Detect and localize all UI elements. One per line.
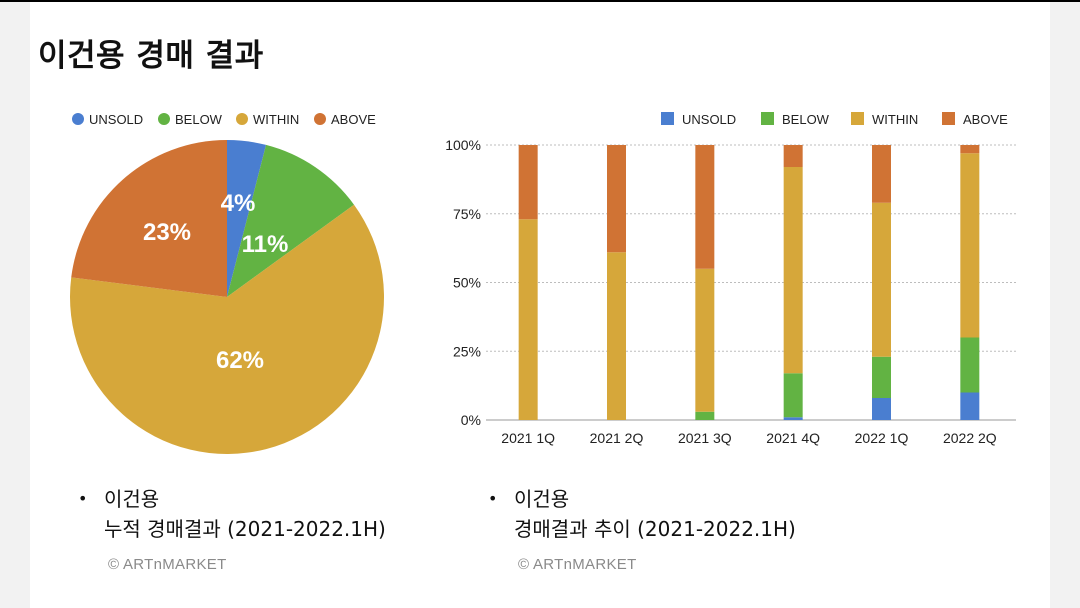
x-tick-label: 2021 3Q <box>678 430 732 446</box>
pie-value-label-within: 62% <box>216 347 264 374</box>
bar-unsold-2022-1q <box>872 398 891 420</box>
bar-legend-marker-within <box>851 112 864 125</box>
right-credit: © ARTnMARKET <box>518 556 637 573</box>
pie-slice-above <box>71 140 227 297</box>
bar-above-2022-1q <box>872 145 891 203</box>
pie-value-label-unsold: 4% <box>221 190 256 217</box>
right-caption: • 이건용 경매결과 추이 (2021-2022.1H) <box>488 484 796 544</box>
pie-legend-label-within: WITHIN <box>253 112 299 127</box>
bar-above-2021-4q <box>783 145 803 167</box>
pie-value-label-below: 11% <box>242 231 289 258</box>
pie-legend-label-above: ABOVE <box>331 112 376 127</box>
x-tick-label: 2021 2Q <box>590 430 644 446</box>
y-tick-label: 25% <box>453 343 481 359</box>
page-title: 이건용 경매 결과 <box>38 38 264 74</box>
bar-within-2021-3q <box>695 268 715 412</box>
pie-slice-below <box>227 144 355 297</box>
left-caption-line1: 이건용 <box>104 487 160 511</box>
bar-legend-label-within: WITHIN <box>872 112 918 127</box>
bullet-icon: • <box>78 489 88 508</box>
bar-legend-label-below: BELOW <box>782 112 830 127</box>
left-caption: • 이건용 누적 경매결과 (2021-2022.1H) <box>78 484 386 544</box>
right-caption-line1: 이건용 <box>514 487 570 511</box>
pie-legend-marker-above <box>314 113 326 125</box>
bullet-icon: • <box>488 489 498 508</box>
pie-legend-marker-within <box>236 113 248 125</box>
bar-legend-marker-below <box>761 112 774 125</box>
pie-legend-label-unsold: UNSOLD <box>89 112 143 127</box>
bar-above-2021-2q <box>607 145 626 253</box>
pie-slice-unsold <box>227 140 267 297</box>
bar-above-2021-1q <box>518 145 538 220</box>
bar-above-2021-3q <box>695 145 715 269</box>
bar-within-2021-1q <box>518 219 538 420</box>
bar-below-2022-1q <box>872 356 891 398</box>
x-tick-label: 2021 1Q <box>501 430 555 446</box>
x-tick-label: 2021 4Q <box>766 430 820 446</box>
bar-unsold-2022-2q <box>960 392 980 420</box>
bar-below-2021-3q <box>695 411 715 420</box>
y-tick-label: 75% <box>453 206 481 222</box>
pie-value-label-above: 23% <box>143 219 191 246</box>
bar-below-2021-4q <box>783 373 803 418</box>
bar-above-2022-2q <box>960 145 980 154</box>
y-tick-label: 100% <box>445 137 481 153</box>
y-tick-label: 0% <box>461 412 481 428</box>
pie-legend-marker-unsold <box>72 113 84 125</box>
x-tick-label: 2022 2Q <box>943 430 997 446</box>
bar-below-2022-2q <box>960 337 980 393</box>
x-tick-label: 2022 1Q <box>855 430 909 446</box>
pie-legend-label-below: BELOW <box>175 112 223 127</box>
top-border <box>0 0 1080 2</box>
bar-legend-label-above: ABOVE <box>963 112 1008 127</box>
bar-unsold-2021-4q <box>783 417 803 420</box>
y-tick-label: 50% <box>453 275 481 291</box>
bar-within-2022-2q <box>960 153 980 338</box>
pie-slice-within <box>70 204 384 454</box>
bar-within-2021-2q <box>607 252 626 420</box>
bar-within-2021-4q <box>783 167 803 374</box>
bar-within-2022-1q <box>872 202 891 357</box>
pie-legend-marker-below <box>158 113 170 125</box>
left-credit: © ARTnMARKET <box>108 556 227 573</box>
bar-legend-label-unsold: UNSOLD <box>682 112 736 127</box>
bar-legend-marker-unsold <box>661 112 674 125</box>
right-caption-line2: 경매결과 추이 (2021-2022.1H) <box>514 517 796 541</box>
bar-legend-marker-above <box>942 112 955 125</box>
left-caption-line2: 누적 경매결과 (2021-2022.1H) <box>104 517 386 541</box>
